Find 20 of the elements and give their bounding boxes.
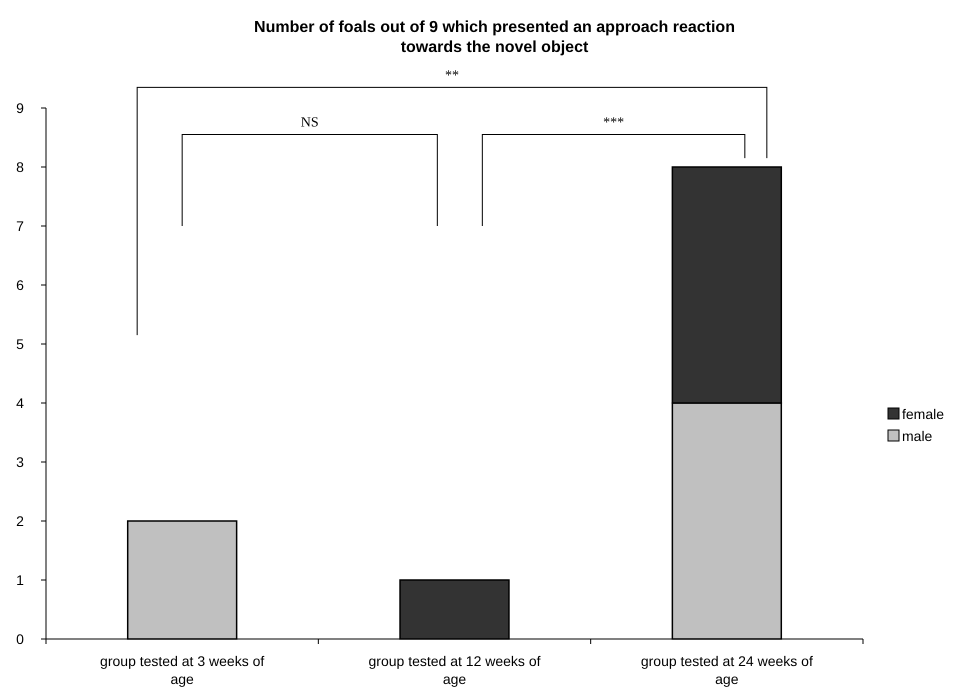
significance-bracket: ***: [482, 116, 746, 226]
y-tick-label: 5: [16, 336, 24, 352]
y-tick-label: 0: [16, 631, 24, 647]
y-tick-label: 7: [16, 218, 24, 234]
y-tick-label: 8: [16, 159, 24, 175]
x-tick-label: group tested at 3 weeks of age: [100, 653, 264, 687]
y-tick-label: 1: [16, 572, 24, 588]
annotation: ***: [603, 116, 624, 131]
y-tick-label: 2: [16, 513, 24, 529]
y-tick-label: 4: [16, 395, 24, 411]
y-tick-label: 6: [16, 277, 24, 293]
chart-title: Number of foals out of 9 which presented an approach reaction towards the novel object: [254, 19, 735, 56]
x-tick-label: group tested at 24 weeks of age: [640, 653, 813, 687]
x-tick-label: group tested at 12 weeks of age: [368, 653, 541, 687]
legend-label: female: [902, 406, 944, 422]
y-tick-label: 3: [16, 454, 24, 470]
significance-bracket: NS: [182, 116, 438, 226]
legend-label: male: [902, 428, 933, 444]
annotation: NS: [300, 116, 319, 131]
y-tick-label: 9: [16, 100, 24, 116]
